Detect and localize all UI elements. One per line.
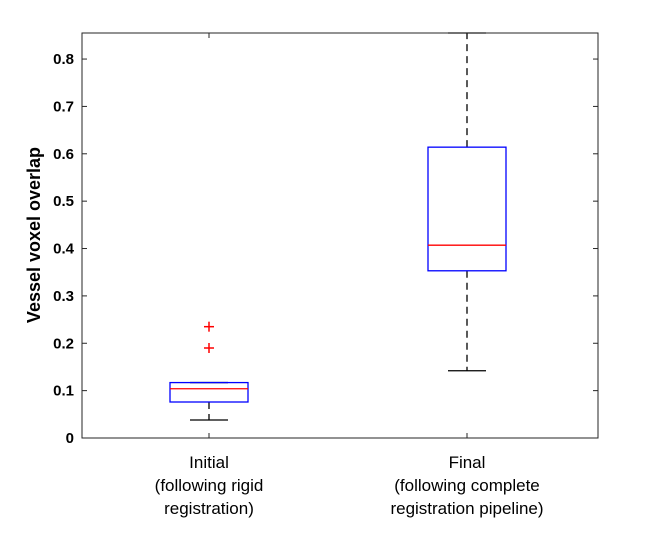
x-category-label: (following rigid xyxy=(155,476,264,495)
y-axis-label: Vessel voxel overlap xyxy=(24,147,44,323)
y-tick-label: 0 xyxy=(66,430,74,447)
x-category-label: registration pipeline) xyxy=(390,499,543,518)
y-tick-label: 0.4 xyxy=(53,241,75,258)
plot-background xyxy=(82,33,598,438)
outlier-marker xyxy=(204,343,214,353)
x-category-label: registration) xyxy=(164,499,254,518)
x-category-label: Initial xyxy=(189,453,229,472)
outlier-marker xyxy=(204,321,214,332)
y-tick-label: 0.7 xyxy=(53,98,74,115)
y-tick-label: 0.3 xyxy=(53,288,74,305)
iqr-box xyxy=(427,146,507,272)
x-category-label: Final xyxy=(449,453,486,472)
x-category-label: (following complete xyxy=(394,476,540,495)
y-tick-label: 0.5 xyxy=(53,193,74,210)
iqr-box xyxy=(169,381,249,403)
y-tick-label: 0.6 xyxy=(53,146,74,163)
y-axis-ticks: 0 0.1 0.2 0.3 0.4 0.5 0.6 0.7 0.8 xyxy=(53,33,598,447)
box-group xyxy=(169,321,249,421)
y-tick-label: 0.8 xyxy=(53,51,74,68)
y-tick-label: 0.1 xyxy=(53,383,74,400)
box-series xyxy=(169,32,507,421)
axes-frame xyxy=(81,32,599,439)
y-tick-label: 0.2 xyxy=(53,335,74,352)
x-axis-category-labels: Initial (following rigid registration) Fina… xyxy=(155,453,544,518)
